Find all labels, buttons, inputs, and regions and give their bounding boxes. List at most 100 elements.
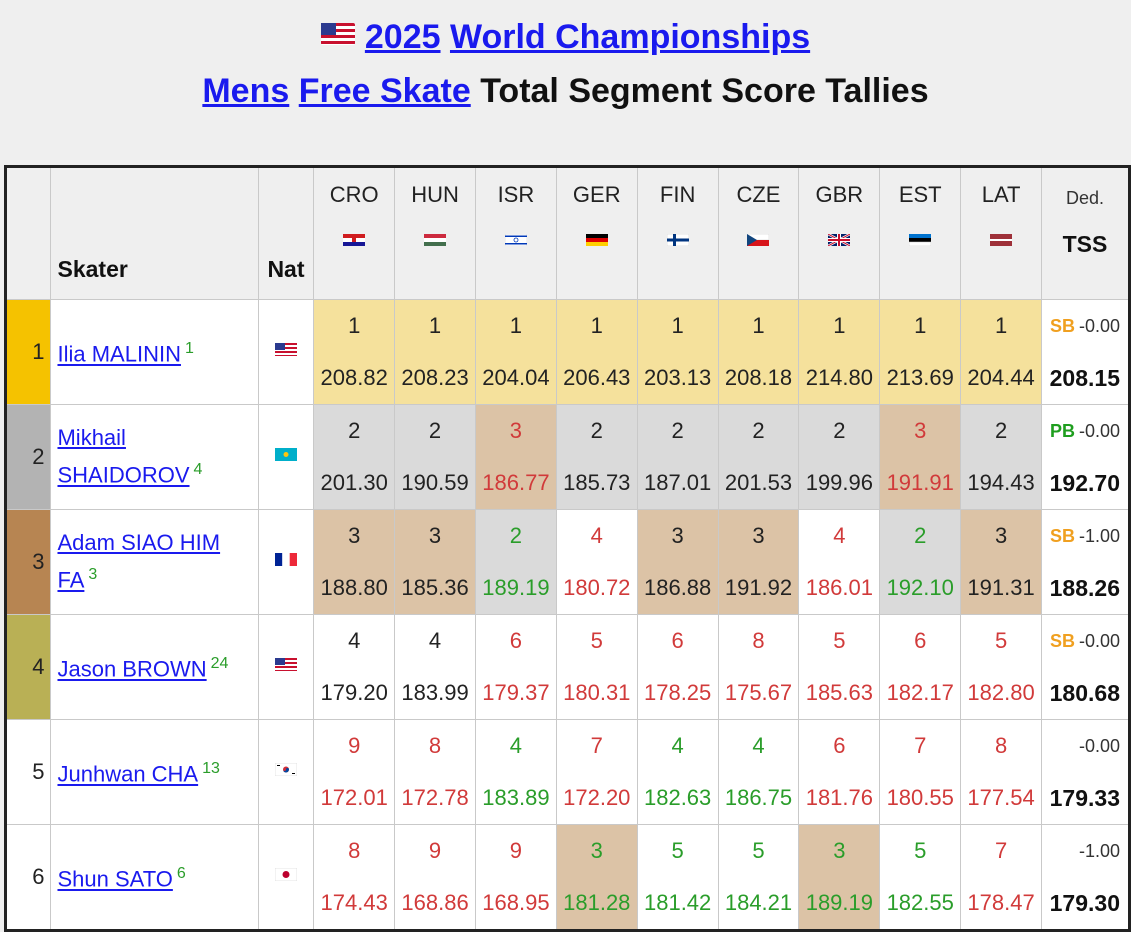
judge-score-cell: 3 191.91 [879,404,962,510]
judge-score-cell: 4 186.01 [798,509,881,615]
judge-code: GER [572,182,621,207]
judge-header-fin: FIN [636,166,719,300]
judge-header-hun: HUN [394,166,476,300]
france-flag-icon [274,553,297,566]
judge-total: 168.95 [482,890,550,915]
judge-score-cell: 6 178.25 [636,614,719,720]
judge-total: 186.75 [724,785,793,810]
short-program-rank: 4 [193,461,203,479]
judge-score-cell: 1 208.82 [313,299,396,405]
judge-total: 182.80 [967,680,1035,705]
judge-score-cell: 5 184.21 [717,824,800,931]
judge-total: 208.23 [401,365,469,390]
judge-total: 185.63 [805,680,873,705]
judge-total: 213.69 [886,365,954,390]
judge-total: 180.72 [563,575,631,600]
judge-code: HUN [411,182,459,207]
judge-score-cell: 3 181.28 [555,824,638,931]
short-program-rank: 3 [88,566,98,584]
judge-header-lat: LAT [960,166,1042,300]
ded-tss-cell: SB -1.00 188.26 [1041,509,1130,615]
deduction-line: -1.00 [1079,841,1120,861]
segment-link[interactable]: Free Skate [298,72,471,110]
judge-score-cell: 9 172.01 [313,719,396,825]
judge-placement: 5 [914,838,927,863]
judge-score-cell: 9 168.95 [474,824,557,931]
ded-tss-cell: SB -0.00 208.15 [1041,299,1130,405]
judge-placement: 5 [994,628,1008,653]
judge-total: 174.43 [320,890,388,915]
category-link[interactable]: Mens [202,72,290,110]
japan-flag-icon [274,868,297,881]
judge-total: 181.76 [805,785,873,810]
judge-total: 181.42 [643,890,712,915]
judge-code: LAT [981,182,1021,207]
skater-header: Skater [50,166,259,300]
record-badge: PB [1049,421,1075,441]
tss-value: 188.26 [1049,575,1120,601]
judge-total: 172.78 [401,785,469,810]
judge-score-cell: 4 183.99 [394,614,476,720]
rank-cell: 3 [4,509,52,615]
judge-placement: 7 [914,733,927,758]
judge-total: 180.55 [886,785,954,810]
judge-total: 204.44 [967,365,1035,390]
judge-score-cell: 1 208.18 [717,299,800,405]
skater-link[interactable]: Shun SATO [57,866,173,892]
judge-total: 192.10 [886,575,954,600]
judge-total: 186.77 [482,470,550,495]
judge-header-gbr: GBR [798,166,881,300]
judge-code: FIN [659,182,696,207]
judge-score-cell: 5 182.55 [879,824,962,931]
deduction-value: -1.00 [1078,526,1120,546]
heading-suffix: Total Segment Score Tallies [480,72,929,110]
short-program-rank: 6 [176,865,186,883]
judge-score-cell: 2 190.59 [394,404,476,510]
croatia-flag-icon [343,234,366,246]
skater-row: 2 Mikhail SHAIDOROV 4 2 201.30 2 190.59 3 186.77… [4,404,1130,510]
judge-score-cell: 4 180.72 [555,509,638,615]
germany-flag-icon [585,234,608,246]
skater-link[interactable]: Junhwan CHA [57,761,199,787]
judge-total: 214.80 [805,365,873,390]
judge-placement: 1 [348,313,361,338]
judge-total: 183.99 [401,680,469,705]
judge-placement: 9 [428,838,442,863]
judge-score-cell: 8 175.67 [717,614,800,720]
year-link[interactable]: 2025 [364,18,441,56]
hungary-flag-icon [424,234,447,246]
judge-placement: 1 [833,313,846,338]
event-link[interactable]: World Championships [449,18,811,56]
czech-flag-icon [747,234,770,246]
judge-score-cell: 2 185.73 [555,404,638,510]
judge-total: 177.54 [967,785,1035,810]
judge-score-cell: 6 179.37 [474,614,557,720]
us-flag-icon [274,343,297,356]
judge-placement: 1 [752,313,765,338]
judge-total: 206.43 [563,365,631,390]
judge-total: 179.20 [320,680,388,705]
deduction-line: SB -0.00 [1050,316,1120,336]
skater-link[interactable]: Mikhail SHAIDOROV [57,425,190,488]
judge-score-cell: 3 191.31 [960,509,1042,615]
skater-link[interactable]: Ilia MALININ [57,341,181,367]
judge-placement: 9 [509,838,523,863]
judge-placement: 8 [752,628,765,653]
judge-total: 185.36 [401,575,469,600]
judge-score-cell: 5 185.63 [798,614,881,720]
judge-placement: 3 [833,838,846,863]
short-program-rank: 13 [202,760,220,778]
judge-code: GBR [815,182,864,207]
judge-total: 168.86 [401,890,469,915]
skater-link[interactable]: Jason BROWN [57,656,207,682]
judge-code: CZE [736,182,781,207]
judge-total: 186.01 [805,575,873,600]
judge-score-cell: 3 188.80 [313,509,396,615]
tss-value: 179.33 [1049,785,1120,811]
judge-placement: 1 [671,313,684,338]
judge-placement: 4 [509,733,523,758]
judge-total: 189.19 [805,890,873,915]
skater-link[interactable]: Adam SIAO HIM FA [57,530,221,593]
judge-score-cell: 3 189.19 [798,824,881,931]
deduction-line: -0.00 [1079,736,1120,756]
